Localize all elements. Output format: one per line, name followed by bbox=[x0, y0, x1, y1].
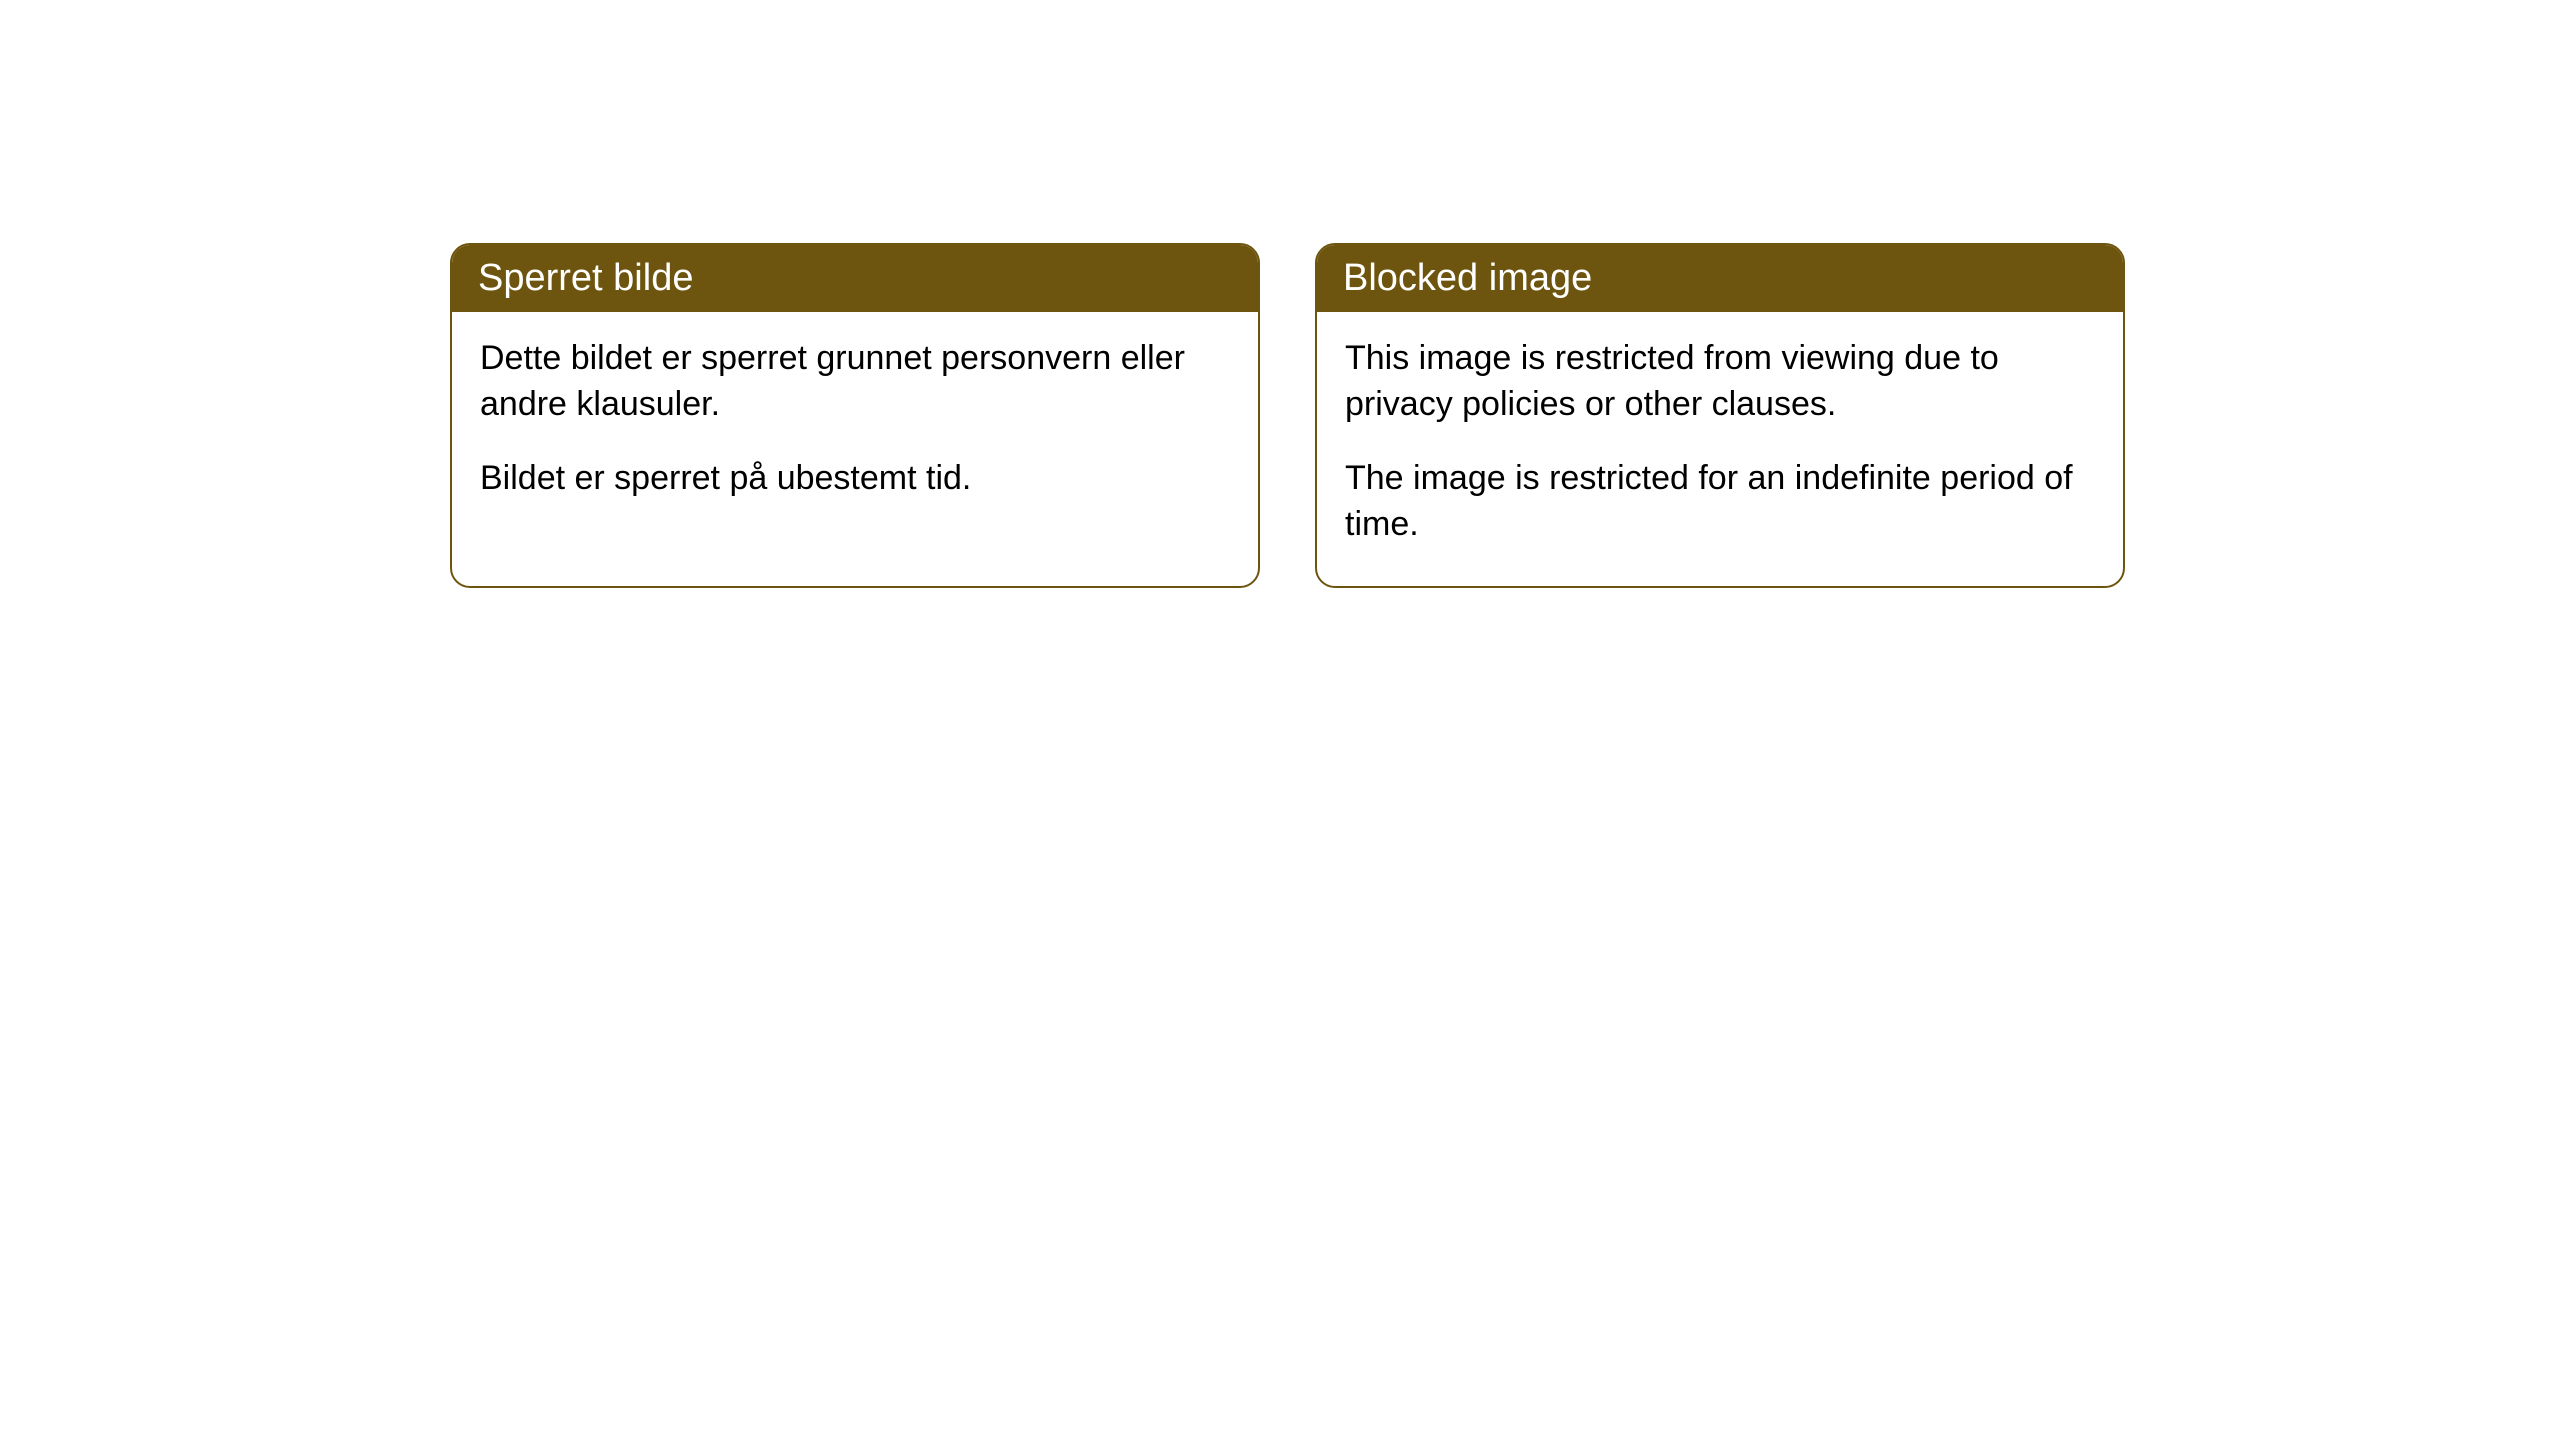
card-header-norwegian: Sperret bilde bbox=[452, 245, 1258, 312]
card-paragraph: Dette bildet er sperret grunnet personve… bbox=[480, 336, 1230, 428]
card-body-english: This image is restricted from viewing du… bbox=[1317, 312, 2123, 586]
card-body-norwegian: Dette bildet er sperret grunnet personve… bbox=[452, 312, 1258, 540]
card-header-english: Blocked image bbox=[1317, 245, 2123, 312]
card-paragraph: This image is restricted from viewing du… bbox=[1345, 336, 2095, 428]
notice-cards-container: Sperret bilde Dette bildet er sperret gr… bbox=[450, 243, 2125, 588]
card-title: Sperret bilde bbox=[478, 257, 693, 299]
notice-card-norwegian: Sperret bilde Dette bildet er sperret gr… bbox=[450, 243, 1260, 588]
notice-card-english: Blocked image This image is restricted f… bbox=[1315, 243, 2125, 588]
card-paragraph: Bildet er sperret på ubestemt tid. bbox=[480, 456, 1230, 502]
card-paragraph: The image is restricted for an indefinit… bbox=[1345, 456, 2095, 548]
card-title: Blocked image bbox=[1343, 257, 1592, 299]
